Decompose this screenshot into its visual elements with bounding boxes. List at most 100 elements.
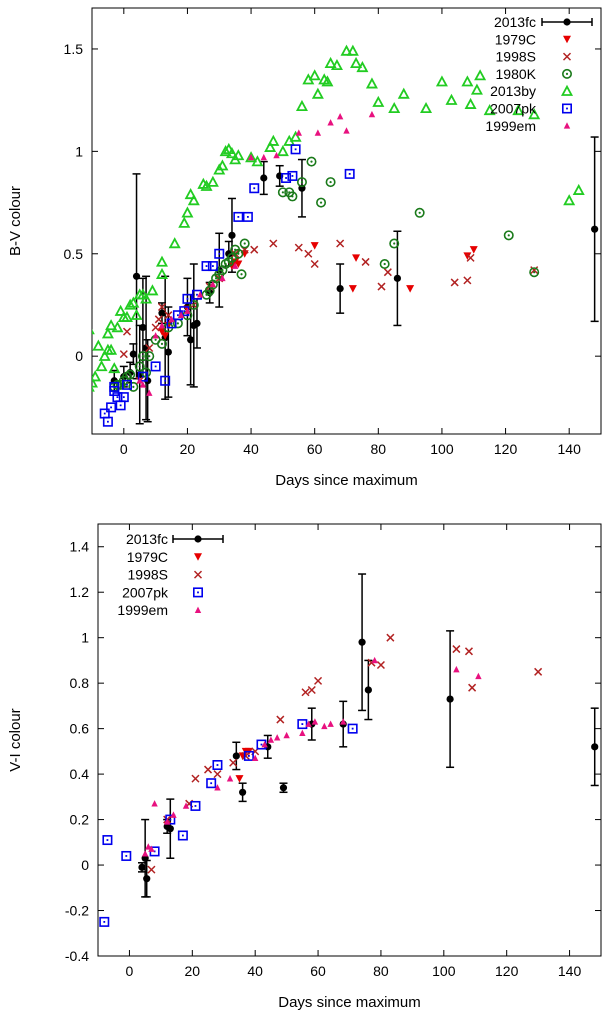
data-point — [307, 685, 316, 695]
data-point — [463, 252, 472, 260]
data-point — [239, 238, 250, 249]
series-1998S — [119, 239, 539, 385]
data-point — [463, 276, 472, 285]
data-point — [168, 237, 181, 249]
y-tick-label: 0.4 — [70, 766, 90, 782]
legend-symbol — [193, 570, 203, 579]
data-point — [247, 153, 255, 161]
data-point — [102, 835, 113, 846]
data-point — [146, 389, 153, 396]
data-point — [383, 268, 392, 277]
data-point — [311, 87, 324, 99]
data-point — [352, 254, 361, 262]
legend-symbol — [563, 18, 571, 26]
legend-label: 1979C — [127, 549, 168, 565]
data-point — [386, 633, 395, 642]
data-point — [106, 402, 117, 413]
y-tick-label: 0 — [75, 348, 83, 364]
y-tick-label: 0.8 — [70, 675, 90, 691]
x-tick-label: 0 — [120, 441, 128, 457]
data-point — [99, 916, 110, 927]
data-point — [228, 231, 236, 239]
data-point — [371, 656, 378, 664]
x-tick-label: 60 — [307, 441, 323, 457]
data-point — [267, 134, 280, 146]
data-point — [464, 647, 473, 656]
data-point — [236, 269, 247, 280]
x-axis: 0 20 40 60 80 100 120 140 — [120, 8, 581, 457]
legend-label: 2013by — [490, 83, 536, 99]
data-point — [125, 369, 136, 380]
data-point — [154, 315, 163, 324]
data-point — [102, 416, 113, 427]
x-tick-label: 80 — [373, 963, 389, 979]
data-point — [136, 377, 143, 384]
legend-symbol — [562, 52, 572, 61]
plot-frame — [97, 523, 602, 957]
series-1998S — [147, 633, 543, 874]
series-2013fc — [110, 136, 599, 425]
data-point — [164, 348, 172, 356]
legend-label: 2013fc — [126, 531, 168, 547]
data-point — [308, 69, 321, 81]
data-point — [191, 774, 200, 783]
data-point — [201, 261, 212, 272]
data-point — [121, 850, 132, 861]
data-point — [327, 720, 334, 727]
data-point — [304, 249, 313, 258]
data-point — [281, 172, 292, 183]
data-point — [340, 718, 347, 725]
data-point — [563, 194, 576, 206]
data-point — [446, 695, 454, 703]
data-point — [269, 239, 278, 248]
data-point — [146, 284, 159, 296]
data-point — [122, 327, 132, 336]
data-point — [134, 361, 145, 372]
data-point — [295, 99, 308, 112]
data-point — [475, 672, 482, 680]
data-point — [121, 379, 132, 390]
data-point — [388, 101, 401, 114]
data-point — [193, 319, 201, 328]
data-point — [137, 371, 148, 382]
data-point — [397, 87, 410, 99]
data-point — [226, 775, 234, 782]
data-point — [453, 665, 460, 673]
data-point — [261, 740, 268, 748]
data-point — [156, 338, 167, 349]
data-point — [139, 323, 147, 332]
data-point — [529, 267, 540, 278]
data-point — [314, 129, 322, 136]
data-point — [148, 845, 155, 852]
data-point — [591, 743, 599, 751]
data-point — [294, 243, 303, 252]
data-point — [483, 104, 496, 116]
data-point — [314, 676, 323, 685]
data-point — [470, 83, 483, 95]
data-point — [114, 304, 127, 316]
data-point — [140, 292, 153, 304]
y-tick-label: 0.6 — [70, 721, 90, 737]
data-point — [129, 350, 137, 358]
data-point — [127, 296, 140, 308]
data-point — [181, 206, 194, 218]
data-point — [144, 351, 155, 362]
data-point — [213, 770, 222, 779]
x-tick-label: 20 — [180, 441, 196, 457]
data-point — [264, 140, 277, 152]
data-point — [450, 278, 459, 287]
data-point — [243, 750, 254, 761]
data-point — [212, 760, 223, 771]
data-point — [158, 321, 166, 329]
data-point — [137, 351, 148, 362]
data-point — [233, 211, 244, 222]
data-point — [161, 332, 170, 340]
data-point — [327, 119, 334, 126]
data-point — [214, 784, 221, 791]
data-point — [182, 802, 190, 809]
data-point — [572, 183, 585, 195]
data-point — [245, 151, 258, 163]
data-point — [249, 183, 260, 194]
legend-label: 1998S — [128, 567, 168, 583]
